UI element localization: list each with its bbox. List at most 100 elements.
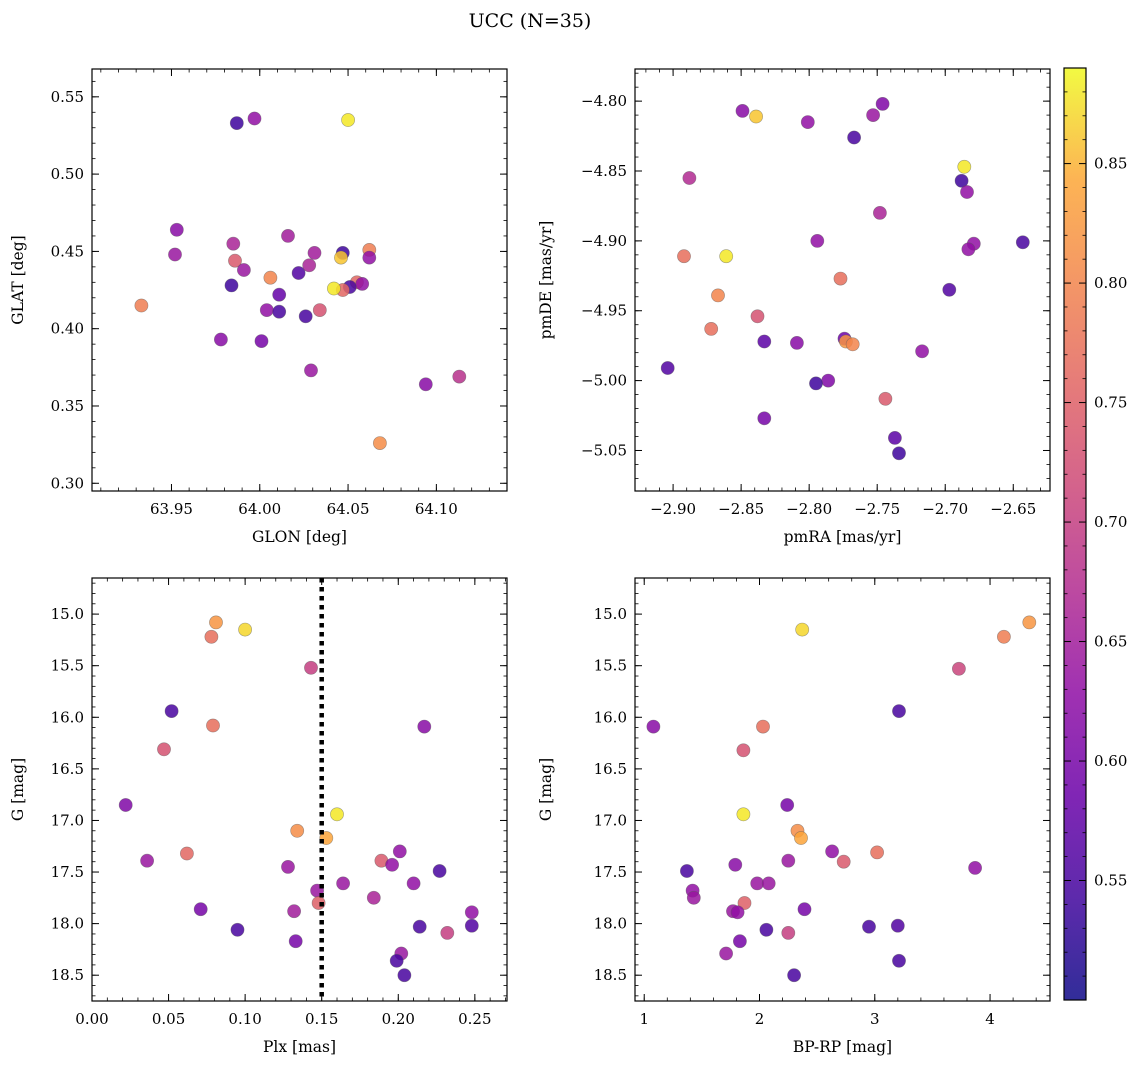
data-point [209, 615, 223, 630]
data-point [272, 287, 287, 302]
data-point [780, 798, 795, 812]
colorbar-tick-label: 0.55 [1094, 872, 1127, 890]
y-tick-label: 17.5 [594, 863, 627, 881]
y-tick-label: 15.5 [594, 657, 627, 675]
y-tick-label: −4.85 [581, 162, 627, 180]
data-point [228, 253, 242, 268]
colorbar-tick-label: 0.70 [1094, 513, 1127, 531]
data-point [795, 622, 810, 637]
colorbar-tick-label: 0.60 [1094, 752, 1127, 770]
data-point [810, 233, 825, 248]
data-point [736, 743, 751, 758]
data-point [134, 298, 149, 313]
x-tick-label: 0.25 [458, 1010, 491, 1028]
data-point [866, 108, 880, 122]
y-tick-label: −5.05 [581, 441, 627, 459]
colorbar-tick-label: 0.85 [1094, 155, 1127, 173]
data-point [385, 857, 399, 872]
data-point [736, 807, 751, 822]
x-tick-label: −2.65 [990, 500, 1036, 518]
data-point [954, 173, 969, 188]
data-point [680, 864, 694, 878]
x-tick-label: −2.85 [718, 500, 764, 518]
data-point [366, 890, 381, 905]
data-point [960, 185, 974, 199]
data-point [800, 115, 815, 129]
y-tick-label: 18.5 [594, 966, 627, 984]
x-tick-label: 0.20 [382, 1010, 415, 1028]
data-point [888, 430, 902, 445]
x-tick-label: 4 [985, 1010, 995, 1028]
data-point [304, 660, 318, 675]
data-point [957, 159, 972, 174]
y-tick-label: 0.50 [51, 165, 84, 183]
data-point [873, 205, 887, 220]
y-tick-label: 15.5 [51, 657, 84, 675]
data-point [336, 876, 350, 891]
data-point [761, 876, 776, 891]
x-tick-label: 0.05 [152, 1010, 185, 1028]
data-point [660, 361, 675, 375]
data-point [326, 281, 341, 296]
y-tick-label: −5.00 [581, 372, 627, 390]
y-tick-label: 17.0 [51, 811, 84, 829]
data-point [281, 860, 295, 874]
y-axis-label: G [mag] [9, 758, 27, 821]
data-point [312, 303, 327, 317]
y-tick-label: 16.0 [51, 708, 84, 726]
data-point [733, 934, 747, 949]
points-top-right [660, 97, 1030, 461]
data-point [169, 222, 184, 237]
data-point [682, 171, 697, 185]
data-point [847, 130, 861, 145]
y-tick-label: 16.5 [51, 760, 84, 778]
x-axis-label: GLON [deg] [252, 528, 347, 546]
data-point [870, 845, 884, 860]
colorbar-tick-label: 0.80 [1094, 274, 1127, 292]
data-point [915, 344, 929, 359]
data-point [355, 276, 370, 291]
data-point [417, 719, 432, 734]
data-point [878, 391, 893, 406]
data-point [646, 719, 661, 734]
colorbar: 0.55 0.60 0.65 0.70 0.75 0.80 0.85 [1063, 67, 1127, 1001]
data-point [890, 918, 905, 933]
y-tick-label: −4.80 [581, 92, 627, 110]
data-point [464, 918, 479, 933]
x-axis-label: BP-RP [mag] [793, 1038, 892, 1056]
data-point [797, 902, 812, 917]
data-point [759, 922, 774, 937]
panel-bottom-right: 1 2 3 4 15.0 15.5 16.0 16.5 17.0 17.5 18.0 18.5 BP-R… [537, 577, 1051, 1056]
data-point [168, 247, 182, 262]
data-point [1022, 615, 1037, 630]
y-tick-label: −4.95 [581, 302, 627, 320]
y-tick-label: 0.30 [51, 474, 84, 492]
axes-frame [634, 577, 1051, 1002]
x-tick-label: −2.90 [650, 500, 696, 518]
x-tick-label: 0.10 [228, 1010, 261, 1028]
data-point [302, 258, 317, 273]
data-point [229, 116, 244, 130]
y-tick-label: 18.0 [51, 915, 84, 933]
y-tick-label: 16.0 [594, 708, 627, 726]
data-point [790, 335, 804, 350]
data-point [821, 373, 836, 388]
data-point [287, 904, 301, 919]
y-tick-label: 0.45 [51, 242, 84, 260]
y-tick-label: −4.90 [581, 232, 627, 250]
x-tick-label: 64.10 [415, 500, 458, 518]
data-point [794, 831, 808, 845]
data-point [836, 854, 851, 869]
data-point [206, 718, 220, 733]
data-point [781, 926, 796, 940]
data-point [862, 919, 876, 934]
data-point [226, 236, 241, 251]
data-point [307, 245, 322, 260]
data-point [418, 377, 433, 392]
data-point [432, 864, 447, 878]
data-point [892, 704, 906, 718]
data-point [290, 823, 305, 838]
panel-top-right: −2.90 −2.85 −2.80 −2.75 −2.70 −2.65 −4.80 −4.85… [537, 68, 1051, 546]
data-point [254, 334, 269, 348]
x-tick-label: 64.05 [327, 500, 370, 518]
